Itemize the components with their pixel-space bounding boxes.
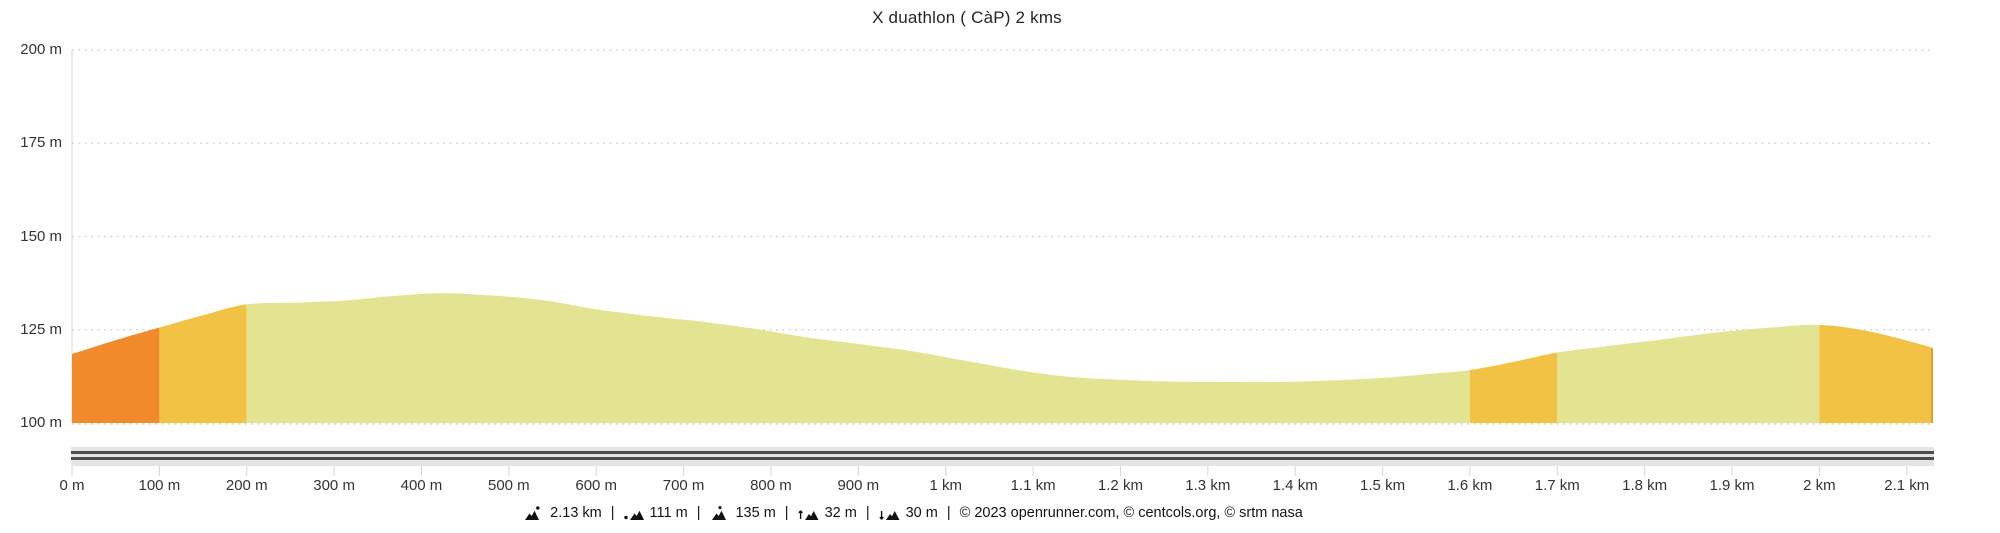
stat-value: 135 m (735, 505, 776, 521)
stat-value: 30 m (905, 505, 938, 521)
distance-icon (525, 505, 540, 520)
x-axis-label: 200 m (225, 477, 268, 494)
stat-total-ascent: 32 m (797, 505, 857, 521)
elevation-segment (246, 293, 1470, 423)
min-elevation-icon (623, 510, 644, 520)
elevation-segment (159, 304, 247, 423)
stat-total-descent: 30 m (878, 505, 938, 521)
elevation-segment (1557, 324, 1820, 423)
scrollbar-grip-line (71, 451, 1934, 454)
x-axis-label: 900 m (837, 477, 880, 494)
x-axis-label: 1.1 km (1010, 477, 1056, 494)
stat-value: 32 m (824, 505, 857, 521)
x-axis-label: 1.9 km (1709, 477, 1755, 494)
x-axis-label: 2 km (1803, 477, 1836, 494)
max-elevation-icon (712, 505, 727, 520)
x-axis-label: 800 m (750, 477, 792, 494)
scrollbar-grip-line (71, 457, 1934, 460)
x-axis-label: 300 m (313, 477, 355, 494)
stat-distance: 2.13 km (524, 505, 602, 521)
x-axis-label: 1.4 km (1272, 477, 1318, 494)
range-scrollbar[interactable] (71, 447, 1934, 466)
x-axis-label: 600 m (575, 477, 618, 494)
x-axis-label: 700 m (662, 477, 705, 494)
x-axis-label: 0 m (59, 477, 85, 494)
x-axis-label: 500 m (487, 477, 530, 494)
route-stats-bar: 2.13 km | 111 m | 135 m | 32 m | (0, 501, 1827, 525)
x-axis-label: 1.5 km (1360, 477, 1406, 494)
x-axis-label: 2.1 km (1884, 477, 1930, 494)
y-axis-label: 100 m (20, 414, 62, 431)
y-axis-label: 150 m (20, 227, 62, 245)
x-axis-label: 1.3 km (1185, 477, 1231, 494)
x-axis-label: 1.6 km (1447, 477, 1493, 494)
chart-title: X duathlon ( CàP) 2 kms (872, 8, 1062, 27)
x-axis-label: 1.8 km (1622, 477, 1668, 494)
y-axis-label: 200 m (20, 41, 62, 58)
stat-max-elevation: 135 m (709, 505, 776, 521)
x-axis-label: 1.7 km (1534, 477, 1580, 494)
x-axis-label: 1.2 km (1097, 477, 1143, 494)
y-axis-label: 125 m (20, 320, 62, 338)
stat-value: 2.13 km (550, 505, 602, 521)
descent-icon (878, 510, 900, 520)
stat-divider: | (784, 505, 789, 521)
stat-divider: | (946, 505, 951, 521)
stat-min-elevation: 111 m (623, 505, 688, 521)
x-axis-label: 100 m (138, 477, 181, 494)
stat-divider: | (865, 505, 870, 521)
y-axis-label: 175 m (20, 134, 62, 152)
stat-value: 111 m (649, 505, 688, 521)
ascent-icon (797, 509, 819, 520)
copyright-text: © 2023 openrunner.com, © centcols.org, ©… (959, 505, 1303, 521)
elevation-segment (1469, 352, 1558, 423)
stat-divider: | (696, 505, 701, 521)
x-axis-label: 1 km (929, 477, 962, 494)
x-axis-label: 400 m (400, 477, 443, 494)
stat-divider: | (610, 505, 615, 521)
elevation-segment (72, 327, 160, 423)
elevation-segment (1819, 324, 1933, 423)
